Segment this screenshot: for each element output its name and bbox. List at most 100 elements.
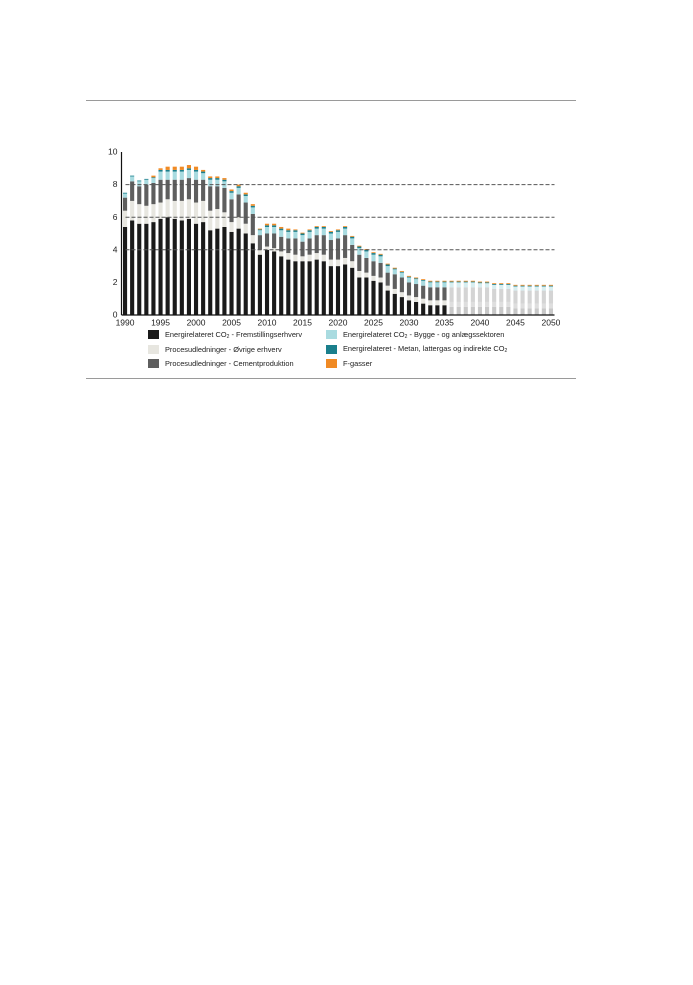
bar-segment-metan-1992: [137, 180, 142, 182]
bar-segment-fgas-2031: [414, 277, 419, 279]
legend-label-oevrige: Procesudledninger - Øvrige erhverv: [165, 344, 282, 354]
bar-segment-bygge-2024: [364, 251, 369, 258]
bar-segment-metan-2000: [193, 169, 199, 172]
legend-label-cement: Procesudledninger - Cementproduktion: [165, 359, 294, 368]
bar-segment-oevrige-2041: [485, 301, 490, 307]
bar-segment-cement-2012: [279, 236, 284, 252]
legend-label-fgas: F-gasser: [343, 359, 373, 368]
bar-segment-fremstilling-2000: [193, 223, 199, 315]
bar-segment-metan-2025: [371, 253, 376, 255]
bar-segment-bygge-2027: [385, 266, 390, 273]
bar-segment-bygge-2014: [293, 231, 298, 239]
bar-segment-metan-2027: [385, 264, 390, 267]
bar-segment-metan-2039: [470, 281, 475, 283]
bar-segment-fgas-2006: [236, 184, 241, 187]
bar-segment-fremstilling-2040: [477, 306, 483, 315]
bar-segment-fgas-2012: [279, 226, 284, 229]
bar-segment-bygge-2034: [435, 282, 440, 288]
bar-segment-oevrige-2005: [229, 222, 234, 232]
bar-segment-bygge-2040: [477, 283, 483, 288]
bar-segment-metan-1994: [151, 177, 156, 179]
bar-segment-fremstilling-2037: [456, 306, 461, 315]
bar-segment-cement-2000: [193, 179, 199, 203]
bar-segment-oevrige-1996: [165, 199, 170, 218]
bar-segment-cement-1995: [158, 179, 163, 203]
bar-segment-fgas-2047: [527, 284, 532, 286]
bar-segment-cement-2018: [321, 235, 326, 255]
x-tick-label-2030: 2030: [400, 318, 419, 328]
bar-segment-oevrige-2030: [406, 295, 412, 301]
bar-segment-metan-2047: [527, 285, 532, 287]
bar-segment-fremstilling-2015: [300, 261, 305, 315]
bar-segment-fremstilling-2006: [236, 228, 241, 315]
x-tick-label-2015: 2015: [293, 318, 312, 328]
bar-segment-cement-2033: [428, 287, 433, 301]
bar-segment-cement-2021: [343, 235, 348, 258]
bar-segment-fgas-2002: [208, 176, 213, 179]
bar-segment-cement-1997: [172, 179, 177, 201]
bar-segment-metan-2036: [449, 281, 454, 283]
bar-segment-cement-2007: [243, 202, 248, 224]
bar-segment-bygge-1994: [151, 178, 156, 183]
bar-segment-fgas-2020: [335, 229, 341, 231]
legend-item-fgas: F-gasser: [326, 358, 372, 369]
bar-segment-metan-2003: [215, 178, 220, 180]
bar-segment-cement-2010: [264, 233, 270, 247]
bar-segment-cement-2025: [371, 261, 376, 276]
bar-segment-metan-2038: [463, 281, 468, 283]
bar-segment-fremstilling-2048: [534, 308, 539, 315]
bar-segment-metan-2050: [548, 285, 554, 287]
bar-segment-fgas-2015: [300, 232, 305, 234]
bar-segment-fgas-1994: [151, 175, 156, 178]
bar-segment-fremstilling-2043: [499, 306, 504, 315]
bar-segment-fgas-2013: [286, 228, 291, 231]
bar-segment-bygge-2021: [343, 228, 348, 236]
bar-segment-fremstilling-1994: [151, 222, 156, 315]
bar-segment-fremstilling-1999: [186, 218, 191, 315]
bar-segment-bygge-2033: [428, 282, 433, 288]
bar-segment-metan-2017: [314, 226, 319, 229]
legend-label-metan: Energirelateret - Metan, lattergas og in…: [343, 344, 508, 354]
bar-segment-oevrige-2012: [279, 251, 284, 257]
bar-segment-fgas-2008: [250, 204, 255, 206]
stacked-bar-chart: 0 2 4 6 8 10 1990 1995 2000 2005 2010 2015 2020 2025 2…: [108, 147, 561, 328]
bar-segment-cement-2002: [208, 186, 213, 211]
bar-segment-bygge-1995: [158, 171, 163, 180]
bar-segment-cement-2005: [229, 199, 234, 223]
bar-segment-fgas-2026: [378, 253, 383, 255]
bar-segment-metan-1993: [144, 178, 149, 180]
legend-swatch-bygge: [326, 330, 337, 339]
bar-segment-metan-1997: [172, 169, 177, 172]
bar-segment-fgas-2049: [541, 284, 546, 286]
bar-segment-cement-1992: [137, 186, 142, 205]
bar-segment-metan-1996: [165, 169, 170, 172]
bar-segment-metan-2008: [250, 205, 255, 208]
bar-segment-bygge-2023: [357, 248, 362, 255]
bar-segment-fgas-2044: [506, 283, 511, 285]
x-tick-label-2050: 2050: [541, 318, 560, 328]
bar-segment-fremstilling-2009: [257, 254, 262, 315]
bar-segment-metan-2033: [428, 281, 433, 283]
bar-segment-bygge-2017: [314, 228, 319, 236]
bar-segment-cement-2014: [293, 238, 298, 255]
legend-item-fremstilling: Energirelateret CO2 - Fremstillingserhve…: [148, 329, 302, 340]
bar-segment-metan-2010: [264, 225, 270, 227]
bar-segment-fremstilling-2036: [449, 306, 454, 315]
bar-segment-fremstilling-1996: [165, 217, 170, 315]
bar-segment-bygge-2030: [406, 277, 412, 283]
bar-segment-bygge-2002: [208, 179, 213, 187]
bar-segment-fremstilling-2017: [314, 259, 319, 315]
bar-segment-metan-2032: [421, 279, 426, 281]
bar-segment-bygge-2022: [350, 238, 355, 245]
bar-segment-bygge-2026: [378, 256, 383, 263]
bar-segment-fremstilling-2018: [321, 261, 326, 315]
bar-segment-fremstilling-2044: [506, 306, 511, 315]
bar-segment-oevrige-2020: [335, 259, 341, 267]
bar-segment-fremstilling-1997: [172, 218, 177, 315]
bar-segment-fgas-2041: [485, 281, 490, 283]
bar-segment-metan-2031: [414, 278, 419, 280]
bar-segment-cement-1999: [186, 178, 191, 200]
bar-segment-fremstilling-1995: [158, 218, 163, 315]
bar-segment-bygge-2036: [449, 282, 454, 288]
bar-segment-metan-2029: [399, 271, 404, 273]
